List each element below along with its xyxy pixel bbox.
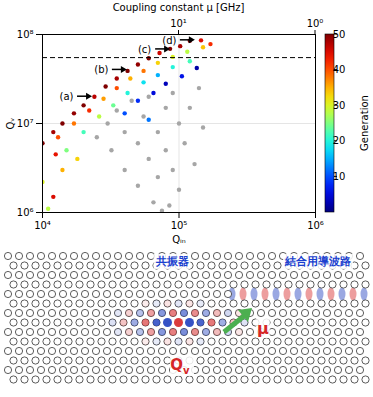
svg-text:結合用導波路: 結合用導波路 xyxy=(284,255,351,268)
svg-text:30: 30 xyxy=(333,100,346,111)
svg-text:10⁶: 10⁶ xyxy=(307,220,324,231)
svg-text:10⁴: 10⁴ xyxy=(34,220,51,231)
svg-text:Qᵢₙ: Qᵢₙ xyxy=(172,234,186,245)
svg-text:(d): (d) xyxy=(162,35,176,46)
svg-text:10¹: 10¹ xyxy=(170,18,187,29)
svg-text:μ: μ xyxy=(257,319,269,338)
svg-text:Generation: Generation xyxy=(359,95,370,151)
svg-text:50: 50 xyxy=(333,29,346,40)
svg-text:(c): (c) xyxy=(138,44,151,55)
svg-text:40: 40 xyxy=(333,64,346,75)
svg-text:10⁶: 10⁶ xyxy=(17,207,34,218)
svg-text:共振器: 共振器 xyxy=(155,255,189,268)
svg-text:10⁸: 10⁸ xyxy=(17,29,34,40)
svg-text:10⁵: 10⁵ xyxy=(171,220,188,231)
svg-text:10⁰: 10⁰ xyxy=(307,18,324,29)
svg-text:Qᵥ: Qᵥ xyxy=(5,117,16,129)
svg-text:Coupling constant μ [GHz]: Coupling constant μ [GHz] xyxy=(113,2,245,13)
svg-text:10: 10 xyxy=(333,171,346,182)
svg-text:(a): (a) xyxy=(60,91,74,102)
svg-text:10⁷: 10⁷ xyxy=(17,118,34,129)
svg-text:(b): (b) xyxy=(94,64,108,75)
svg-text:Qv: Qv xyxy=(170,356,190,376)
svg-text:20: 20 xyxy=(333,135,346,146)
